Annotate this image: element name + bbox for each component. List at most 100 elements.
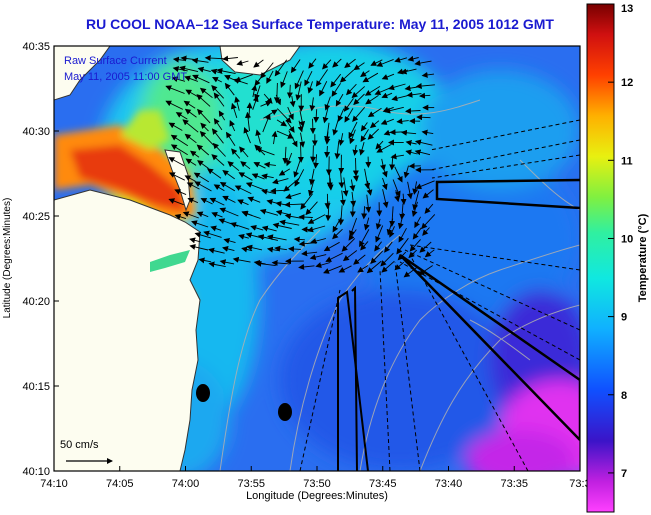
current-vector (229, 119, 236, 132)
current-vector (403, 165, 410, 179)
current-vector (360, 129, 369, 143)
current-vector (211, 84, 225, 99)
current-vector (194, 231, 211, 239)
current-vector (310, 145, 317, 163)
current-vector (212, 77, 223, 83)
current-vector (353, 93, 365, 106)
current-vector (186, 182, 200, 190)
current-vector (353, 254, 366, 265)
current-vector (261, 225, 277, 232)
current-vector (208, 261, 226, 268)
current-vector (406, 181, 413, 200)
current-vector (197, 160, 209, 169)
current-vector (344, 58, 356, 69)
current-vector (196, 144, 210, 156)
current-label: Raw Surface Current (64, 55, 167, 67)
current-vector (324, 131, 331, 145)
current-vector (331, 83, 341, 97)
current-vector (315, 69, 328, 87)
x-tick-label: 73:3 (569, 478, 590, 490)
current-vector (293, 157, 302, 178)
current-vector (168, 122, 183, 131)
current-vector (174, 213, 187, 220)
current-time: May 11, 2005 11:00 GMT (64, 71, 187, 83)
current-vector (338, 170, 345, 189)
current-vector (338, 133, 345, 146)
current-vector (280, 71, 288, 89)
current-vector (165, 100, 183, 110)
x-axis-ticks: 74:10 74:05 74:00 73:55 73:50 73:45 73:40 73:35… (40, 466, 591, 490)
current-vector (184, 133, 197, 144)
current-vector (304, 70, 313, 87)
current-vector (255, 129, 262, 144)
current-vector (419, 92, 431, 99)
current-vector (394, 166, 403, 183)
current-vector (348, 121, 358, 139)
current-vector (182, 211, 199, 219)
current-vector (288, 245, 301, 252)
y-tick-label: 40:30 (22, 126, 50, 138)
current-vector (194, 181, 212, 192)
current-vector (168, 172, 185, 181)
current-vector (218, 110, 226, 121)
x-tick-label: 73:40 (435, 478, 463, 490)
current-vector (271, 130, 278, 145)
current-vector (380, 118, 394, 125)
current-vector (168, 157, 185, 166)
current-vector (352, 157, 359, 177)
radar-site-1 (196, 384, 210, 402)
current-vector (243, 126, 251, 144)
current-vector (405, 108, 421, 115)
current-vector (309, 168, 315, 186)
current-vector (170, 144, 188, 156)
current-vector (262, 113, 271, 133)
current-vector (334, 141, 341, 160)
current-vector (192, 74, 210, 84)
current-vector (366, 260, 382, 274)
current-vector (422, 227, 430, 236)
current-vector (251, 84, 258, 98)
current-vector (184, 75, 199, 82)
current-vector (245, 182, 265, 191)
current-vector (168, 198, 184, 206)
current-vector (224, 82, 235, 96)
current-vector (197, 108, 211, 124)
current-vector (266, 70, 274, 84)
current-vector (255, 147, 275, 156)
current-vector (412, 190, 420, 211)
y-axis-label: Latitude (Degrees:Minutes) (2, 198, 13, 319)
current-vector (206, 168, 222, 179)
current-vector (408, 249, 418, 259)
current-vector (424, 203, 434, 214)
current-vector (200, 122, 209, 132)
current-vector (231, 148, 241, 159)
current-vector (267, 234, 287, 241)
current-vector (418, 265, 433, 276)
land-new-jersey (54, 189, 201, 471)
current-vector (392, 179, 401, 198)
current-vector (275, 94, 282, 106)
current-vector (199, 130, 214, 146)
current-vector (182, 119, 199, 133)
current-vector (285, 152, 293, 167)
current-vector (253, 162, 266, 169)
current-vector (369, 120, 380, 129)
current-vector (193, 172, 210, 183)
current-vector (396, 118, 409, 125)
current-vector (375, 218, 382, 230)
current-vector (196, 211, 209, 218)
current-vector (261, 173, 274, 180)
current-vector (362, 72, 379, 83)
y-tick-label: 40:35 (22, 41, 50, 53)
current-vector (332, 116, 340, 136)
current-vector (297, 120, 304, 133)
current-vector (270, 187, 290, 194)
current-vector (263, 161, 276, 168)
current-vector (357, 265, 369, 273)
current-vector (286, 84, 293, 99)
current-vector (211, 212, 223, 218)
current-vector (349, 217, 358, 237)
current-vector (276, 108, 292, 124)
current-vector (184, 108, 197, 118)
